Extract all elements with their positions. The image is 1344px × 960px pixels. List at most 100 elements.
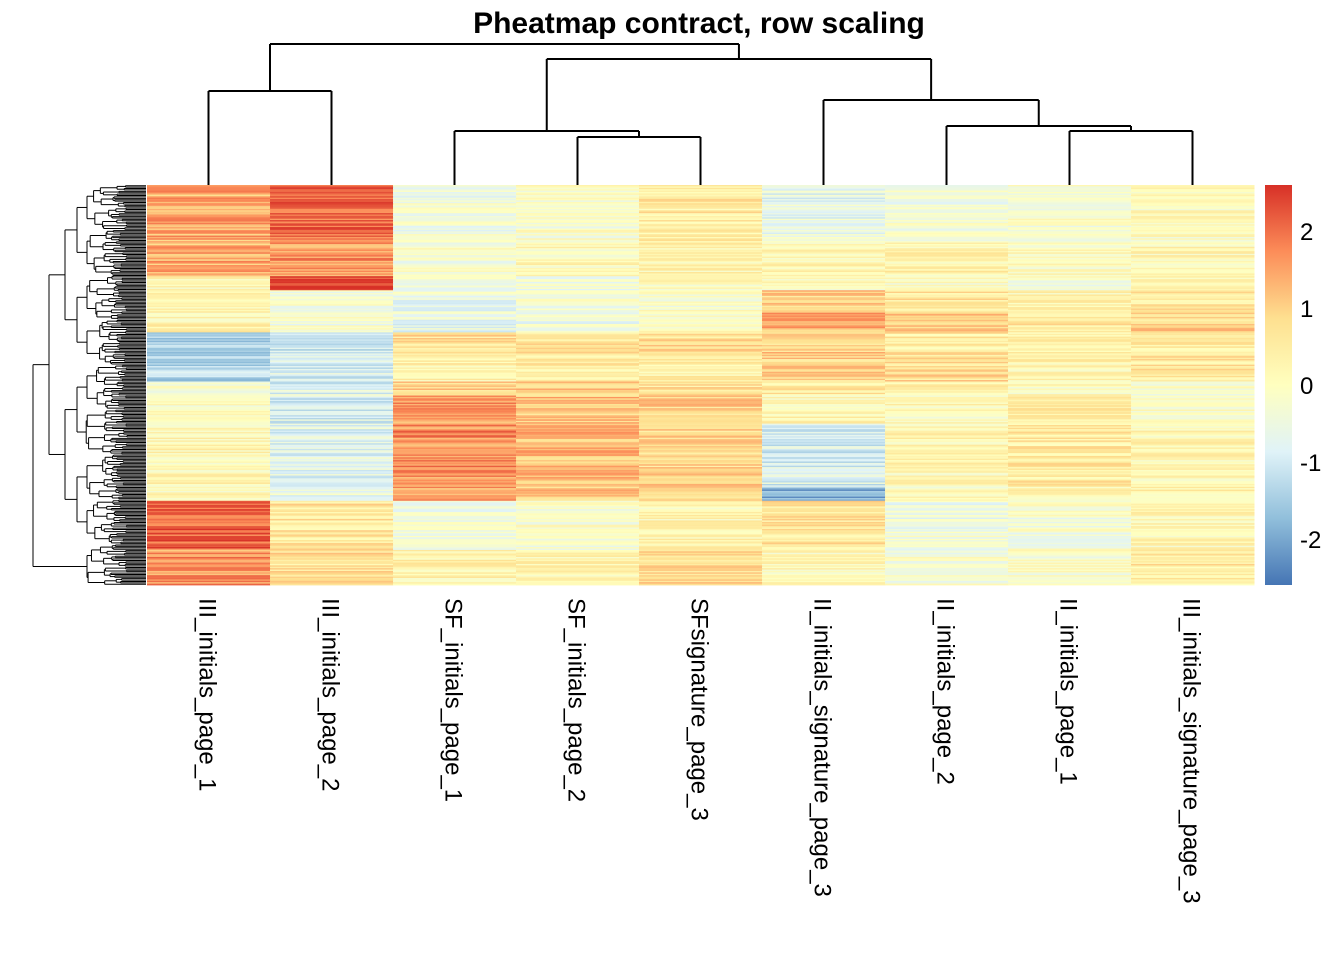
heatmap-cell <box>516 340 640 343</box>
legend-color-bar <box>1265 185 1292 585</box>
heatmap-cell <box>147 512 271 514</box>
heatmap-cell <box>1008 232 1132 235</box>
heatmap-cell <box>147 273 271 276</box>
heatmap-cell <box>1008 408 1132 410</box>
heatmap-cell <box>762 295 886 298</box>
heatmap-cell <box>885 274 1009 277</box>
heatmap-cell <box>516 210 640 213</box>
heatmap-cell <box>762 406 886 409</box>
heatmap-cell <box>885 575 1009 577</box>
heatmap-cell <box>270 295 394 298</box>
legend-tick-label: 0 <box>1300 373 1313 400</box>
heatmap-cell <box>762 234 886 236</box>
heatmap-cell <box>639 314 763 316</box>
heatmap-cell <box>147 394 271 396</box>
heatmap-cell <box>1008 455 1132 458</box>
heatmap-cell <box>1131 231 1255 234</box>
heatmap-cell <box>1008 272 1132 274</box>
heatmap-cell <box>1008 527 1132 530</box>
heatmap-cell <box>762 448 886 451</box>
heatmap-cell <box>270 279 394 281</box>
heatmap-cell <box>270 352 394 354</box>
heatmap-cell <box>762 193 886 196</box>
heatmap-cell <box>1131 250 1255 253</box>
heatmap-cell <box>1008 415 1132 417</box>
heatmap-cell <box>1008 238 1132 241</box>
heatmap-cell <box>762 441 886 444</box>
heatmap-cell <box>1131 214 1255 217</box>
heatmap-cell <box>1008 352 1132 354</box>
heatmap-cell <box>393 343 517 346</box>
heatmap-cell <box>639 328 763 330</box>
heatmap-cell <box>393 485 517 488</box>
heatmap-cell <box>1131 256 1255 259</box>
heatmap-cell <box>1131 417 1255 420</box>
heatmap-cell <box>1008 387 1132 389</box>
heatmap-cell <box>762 300 886 302</box>
heatmap-cell <box>147 357 271 360</box>
heatmap-cell <box>147 374 271 377</box>
heatmap-cell <box>762 232 886 235</box>
heatmap-cell <box>885 492 1009 495</box>
heatmap-cell <box>1131 215 1255 218</box>
heatmap-cell <box>1131 367 1255 370</box>
heatmap-cell <box>762 367 886 370</box>
heatmap-cell <box>1131 391 1255 394</box>
heatmap-cell <box>270 249 394 252</box>
heatmap-cell <box>1008 197 1132 200</box>
heatmap-cell <box>762 409 886 412</box>
heatmap-cell <box>1008 570 1132 573</box>
heatmap-cell <box>516 366 640 368</box>
heatmap-cell <box>1131 583 1255 586</box>
heatmap-cell <box>393 260 517 263</box>
heatmap-cell <box>393 382 517 385</box>
heatmap-cell <box>147 502 271 504</box>
heatmap-cell <box>1008 450 1132 453</box>
heatmap-cell <box>885 394 1009 396</box>
heatmap-cell <box>393 439 517 441</box>
heatmap-cell <box>516 330 640 333</box>
heatmap-cell <box>885 455 1009 458</box>
heatmap-cell <box>1008 371 1132 374</box>
heatmap-cell <box>270 350 394 353</box>
heatmap-cell <box>1008 332 1132 335</box>
heatmap-cell <box>147 318 271 321</box>
heatmap-cell <box>147 375 271 378</box>
heatmap-cell <box>393 353 517 356</box>
heatmap-cell <box>762 339 886 342</box>
heatmap-cell <box>516 186 640 189</box>
heatmap-cell <box>393 349 517 352</box>
heatmap-cell <box>1131 540 1255 542</box>
heatmap-cell <box>1008 492 1132 495</box>
heatmap-cell <box>885 563 1009 566</box>
heatmap-cell <box>516 298 640 301</box>
heatmap-cell <box>147 311 271 314</box>
heatmap-cell <box>393 474 517 476</box>
heatmap-cell <box>270 541 394 544</box>
heatmap-cell <box>885 252 1009 255</box>
heatmap-cell <box>270 395 394 398</box>
heatmap-cell <box>147 551 271 554</box>
heatmap-cell <box>762 417 886 420</box>
heatmap-cell <box>639 197 763 200</box>
heatmap-cell <box>393 200 517 203</box>
heatmap-cell <box>1131 340 1255 343</box>
heatmap-cell <box>1008 333 1132 336</box>
heatmap-cell <box>1131 255 1255 257</box>
heatmap-cell <box>270 450 394 453</box>
heatmap-cell <box>270 559 394 562</box>
heatmap-cell <box>639 353 763 356</box>
heatmap-cell <box>270 192 394 194</box>
heatmap-cell <box>885 294 1009 297</box>
heatmap-cell <box>1131 204 1255 207</box>
heatmap-cell <box>516 427 640 430</box>
heatmap-cell <box>270 339 394 342</box>
heatmap-cell <box>885 340 1009 343</box>
heatmap-cell <box>147 259 271 262</box>
heatmap-cell <box>270 225 394 228</box>
heatmap-cell <box>1131 297 1255 300</box>
heatmap-cell <box>516 260 640 263</box>
heatmap-cell <box>270 277 394 280</box>
heatmap-cell <box>639 266 763 269</box>
heatmap-cell <box>1008 520 1132 523</box>
